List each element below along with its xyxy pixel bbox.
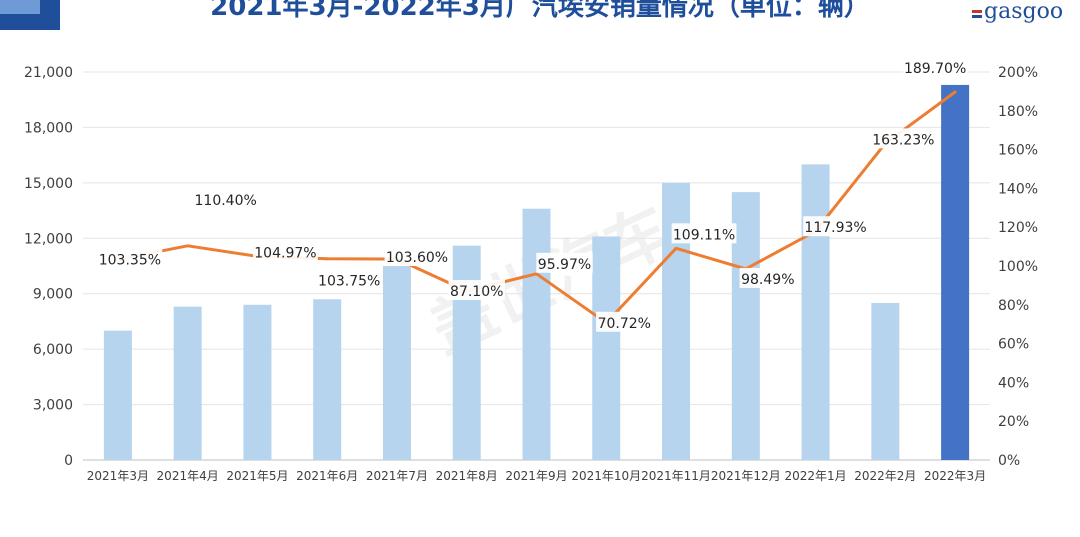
bar	[871, 302, 900, 460]
right-axis-tick-label: 0%	[998, 453, 1020, 469]
chart-title: 2021年3月-2022年3月广汽埃安销量情况（单位：辆）	[210, 0, 870, 22]
bar	[801, 164, 830, 460]
bar	[592, 236, 621, 460]
line-data-label-bg	[193, 188, 259, 209]
line-data-label-bg	[739, 267, 797, 288]
x-axis-category-label: 2021年7月	[366, 469, 428, 483]
corner-decoration-accent	[0, 0, 40, 14]
line-data-label: 189.70%	[904, 61, 966, 77]
corner-decoration	[0, 0, 60, 30]
left-axis-tick-label: 12,000	[24, 231, 73, 247]
right-axis-tick-label: 120%	[998, 220, 1038, 236]
logo-text: gasgoo	[984, 0, 1063, 24]
left-axis-tick-label: 9,000	[33, 287, 73, 303]
left-axis-tick-label: 0	[64, 453, 73, 469]
bar	[313, 299, 342, 460]
bar	[941, 84, 970, 460]
bar	[522, 208, 551, 460]
x-axis-category-label: 2021年12月	[711, 469, 781, 483]
line-point	[953, 90, 957, 94]
line-point	[186, 244, 190, 248]
bar	[103, 330, 132, 460]
bar	[382, 266, 411, 460]
x-axis-category-label: 2022年2月	[854, 469, 916, 483]
right-axis-tick-label: 60%	[998, 337, 1029, 353]
gasgoo-logo: gasgoo	[972, 0, 1063, 24]
x-axis-category-label: 2021年10月	[571, 469, 641, 483]
x-axis-category-label: 2021年8月	[436, 469, 498, 483]
right-axis-tick-label: 200%	[998, 65, 1038, 81]
x-axis-category-label: 2021年4月	[157, 469, 219, 483]
x-axis-category-label: 2022年3月	[924, 469, 986, 483]
line-data-label-bg	[316, 269, 382, 290]
bar	[452, 245, 481, 460]
bar-series	[103, 84, 970, 460]
left-axis-tick-label: 18,000	[24, 120, 73, 136]
left-axis-tick-label: 6,000	[33, 342, 73, 358]
bar	[173, 306, 202, 460]
line-data-label: 117.93%	[804, 220, 866, 236]
line-data-label: 95.97%	[538, 257, 591, 273]
left-axis-ticks: 0 3,000 6,000 9,000 12,000 15,000 18,000 21,000	[24, 65, 73, 469]
x-axis-category-label: 2021年5月	[226, 469, 288, 483]
right-axis-tick-label: 140%	[998, 181, 1038, 197]
x-axis-category-label: 2021年11月	[641, 469, 711, 483]
right-axis-tick-label: 80%	[998, 298, 1029, 314]
line-data-label-bg	[902, 56, 968, 77]
line-data-label: 103.35%	[99, 253, 161, 269]
line-point	[325, 257, 329, 261]
right-axis-ticks: 0% 20% 40% 60% 80% 100% 120% 140% 160% 180% 200%	[998, 65, 1038, 469]
line-data-label: 110.40%	[195, 193, 257, 209]
line-data-label: 70.72%	[598, 316, 651, 332]
line-data-label: 103.75%	[318, 274, 380, 290]
line-data-label-bg	[384, 246, 450, 267]
line-data-label: 98.49%	[741, 272, 794, 288]
line-data-label-bg	[870, 128, 936, 149]
right-axis-tick-label: 160%	[998, 143, 1038, 159]
line-data-label: 163.23%	[872, 132, 934, 148]
line-data-label-bg	[253, 241, 318, 262]
right-axis-tick-label: 180%	[998, 104, 1038, 120]
right-axis-tick-label: 40%	[998, 375, 1029, 391]
right-axis-tick-label: 100%	[998, 259, 1038, 275]
x-axis-category-label: 2022年1月	[784, 469, 846, 483]
bar	[243, 304, 272, 460]
line-data-label: 103.60%	[386, 250, 448, 266]
right-axis-tick-label: 20%	[998, 414, 1029, 430]
x-axis-category-label: 2021年6月	[296, 469, 358, 483]
line-data-label-bg	[671, 223, 737, 244]
line-data-label-bg	[596, 311, 653, 332]
bar	[731, 192, 760, 460]
line-data-label: 104.97%	[254, 245, 316, 261]
line-data-labels: 103.35% 110.40% 104.97%103.75% 103.60% 87.10…	[97, 56, 968, 332]
line-data-label-bg	[448, 280, 505, 301]
x-axis-category-label: 2021年9月	[505, 469, 567, 483]
x-axis-category-label: 2021年3月	[87, 469, 149, 483]
left-axis-tick-label: 15,000	[24, 176, 73, 192]
left-axis-tick-label: 3,000	[33, 398, 73, 414]
line-data-label: 87.10%	[450, 284, 503, 300]
line-data-label-bg	[803, 216, 868, 237]
line-data-label: 109.11%	[673, 227, 735, 243]
x-axis-categories: 2021年3月 2021年4月 2021年5月 2021年6月 2021年7月 2021年…	[87, 469, 986, 483]
line-point	[535, 272, 538, 276]
line-data-label-bg	[536, 252, 593, 273]
line-data-label-bg	[97, 248, 163, 269]
left-axis-tick-label: 21,000	[24, 65, 73, 81]
line-point	[674, 246, 678, 250]
